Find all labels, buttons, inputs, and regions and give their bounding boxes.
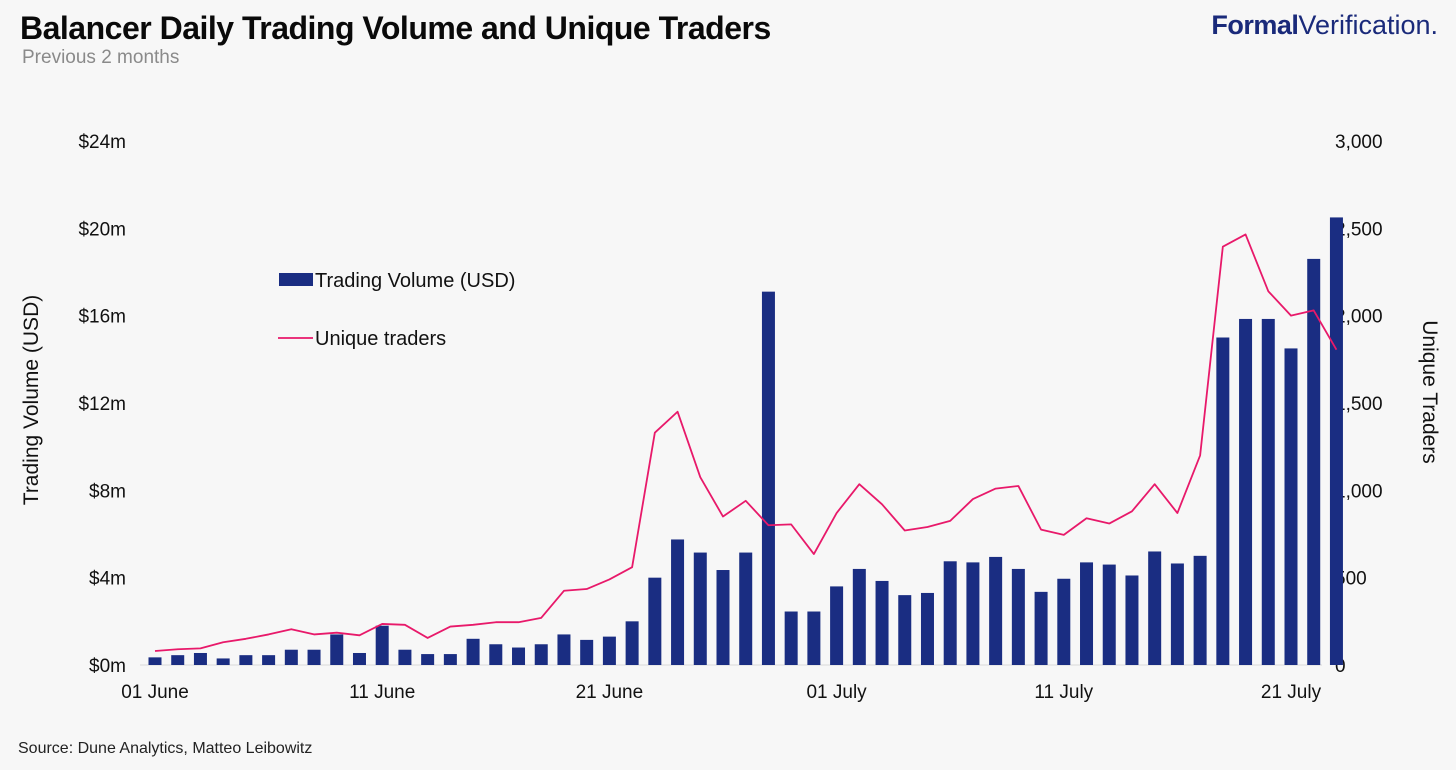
volume-bar xyxy=(1261,318,1275,665)
traders-line-group xyxy=(154,233,1338,652)
volume-bars xyxy=(148,217,1343,666)
brand-logo-bold: Formal xyxy=(1211,10,1299,40)
volume-bar xyxy=(784,611,798,665)
volume-bar xyxy=(398,649,412,665)
volume-bar xyxy=(602,636,616,665)
volume-bar xyxy=(1216,337,1230,665)
y-tick-right: 2,500 xyxy=(1335,219,1383,240)
volume-bar xyxy=(1125,575,1139,665)
y-tick-right: 2,000 xyxy=(1335,307,1383,328)
volume-bar xyxy=(1080,562,1094,665)
volume-bar xyxy=(443,654,457,665)
y-tick-left: $16m xyxy=(78,307,126,328)
y-tick-left: $0m xyxy=(89,656,126,677)
volume-bar xyxy=(1329,217,1343,666)
y-tick-left: $4m xyxy=(89,569,126,590)
volume-bar xyxy=(1057,578,1071,665)
volume-bar xyxy=(421,654,435,665)
y-tick-left: $24m xyxy=(78,132,126,153)
brand-logo: FormalVerification. xyxy=(1211,10,1438,41)
volume-bar xyxy=(1193,555,1207,665)
volume-bar xyxy=(557,634,571,665)
y-axis-title-left: Trading Volume (USD) xyxy=(20,295,43,505)
volume-bar xyxy=(1011,568,1025,665)
volume-bar xyxy=(489,644,503,665)
volume-bar xyxy=(330,634,344,665)
y-tick-right: 1,000 xyxy=(1335,481,1383,502)
volume-bar xyxy=(875,580,889,665)
volume-bar xyxy=(307,649,321,665)
volume-bar xyxy=(1102,564,1116,665)
y-tick-right: 3,000 xyxy=(1335,132,1383,153)
y-tick-left: $8m xyxy=(89,481,126,502)
y-tick-right: 0 xyxy=(1335,656,1346,677)
volume-bar xyxy=(852,568,866,665)
y-tick-left: $20m xyxy=(78,219,126,240)
volume-bar xyxy=(989,556,1003,665)
volume-bar xyxy=(807,611,821,665)
volume-bar xyxy=(1239,318,1253,665)
volume-bar xyxy=(648,577,662,665)
legend-bar-label: Trading Volume (USD) xyxy=(315,270,515,292)
x-tick-label: 11 June xyxy=(349,682,415,703)
volume-bar xyxy=(716,570,730,665)
legend-line-label: Unique traders xyxy=(315,328,446,350)
volume-bar xyxy=(193,652,207,665)
volume-bar xyxy=(284,649,298,665)
legend: Trading Volume (USD) Unique traders xyxy=(278,270,515,350)
x-ticks: 01 June 11 June 21 June 01 July 11 July 21 Ju… xyxy=(121,682,1321,703)
volume-bar xyxy=(148,657,162,665)
volume-bar xyxy=(580,639,594,665)
volume-bar xyxy=(830,586,844,665)
chart-subtitle: Previous 2 months xyxy=(22,47,180,68)
volume-bar xyxy=(216,658,230,665)
y-tick-left: $12m xyxy=(78,394,126,415)
volume-bar xyxy=(671,539,685,665)
x-tick-label: 01 June xyxy=(121,682,189,703)
chart-title: Balancer Daily Trading Volume and Unique… xyxy=(20,10,771,46)
axes-group: Trading Volume (USD) Unique Traders xyxy=(20,295,1441,666)
volume-bar xyxy=(512,647,526,665)
x-tick-label: 01 July xyxy=(806,682,867,703)
volume-bar xyxy=(966,562,980,665)
volume-bar xyxy=(761,291,775,665)
volume-bar xyxy=(739,552,753,665)
volume-bar xyxy=(693,552,707,665)
volume-bar xyxy=(1034,591,1048,665)
volume-bar xyxy=(943,561,957,665)
volume-bar xyxy=(375,625,389,665)
volume-bar xyxy=(1170,563,1184,665)
traders-line xyxy=(154,233,1338,652)
source-note: Source: Dune Analytics, Matteo Leibowitz xyxy=(18,740,313,757)
volume-bar xyxy=(171,655,185,665)
brand-logo-light: Verification. xyxy=(1298,10,1438,40)
legend-bar-swatch xyxy=(279,273,313,286)
y-axis-title-right: Unique Traders xyxy=(1418,320,1441,464)
y-ticks-left: $0m $4m $8m $12m $16m $20m $24m xyxy=(78,132,126,677)
volume-bar xyxy=(1284,348,1298,665)
y-tick-right: 1,500 xyxy=(1335,394,1383,415)
volume-bar xyxy=(352,652,366,665)
x-tick-label: 21 July xyxy=(1261,682,1322,703)
x-tick-label: 11 July xyxy=(1034,682,1093,703)
volume-bar xyxy=(262,655,276,665)
volume-bar xyxy=(1307,258,1321,665)
volume-bar xyxy=(466,638,480,665)
volume-bar xyxy=(1148,551,1162,665)
volume-bar xyxy=(920,592,934,665)
volume-bar xyxy=(898,595,912,665)
volume-bar xyxy=(534,644,548,665)
volume-bar xyxy=(625,621,639,665)
volume-bar xyxy=(239,655,253,665)
x-tick-label: 21 June xyxy=(576,682,644,703)
